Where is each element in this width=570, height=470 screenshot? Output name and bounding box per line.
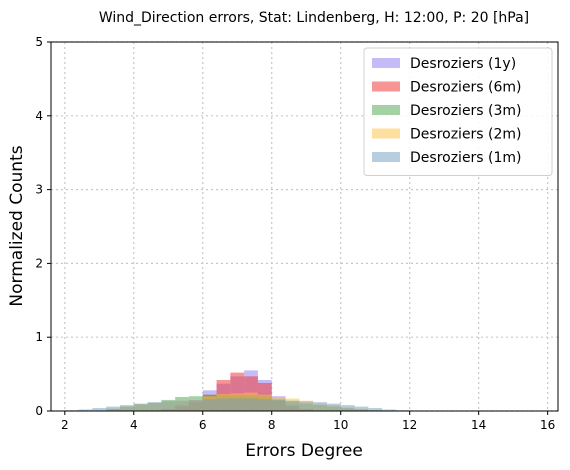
plot-frame (50, 41, 559, 412)
x-tick-label-7: 16 (540, 418, 555, 432)
y-axis-label: Normalized Counts (7, 145, 27, 306)
x-tick-label-6: 14 (471, 418, 486, 432)
bar-s4-b12 (230, 398, 245, 411)
bar-s4-b6 (147, 402, 162, 411)
legend-swatch-4 (372, 152, 400, 162)
x-tick-label-2: 6 (199, 418, 207, 432)
bar-s4-b7 (161, 401, 176, 411)
histogram-bars (64, 370, 410, 411)
bar-s4-b21 (354, 406, 369, 411)
x-axis-ticks: 2 4 6 8 10 12 14 16 (61, 411, 555, 432)
bar-s4-b9 (188, 399, 203, 411)
legend-label-2: Desroziers (3m) (410, 103, 522, 119)
legend: Desroziers (1y) Desroziers (6m) Desroziers… (363, 47, 553, 176)
x-axis-label: Errors Degree (245, 441, 363, 461)
bar-s4-b2 (92, 408, 107, 411)
bar-s4-b4 (119, 405, 134, 411)
bar-s4-b14 (257, 399, 272, 411)
legend-swatch-0 (372, 58, 400, 68)
legend-label-4: Desroziers (1m) (410, 150, 522, 166)
legend-label-0: Desroziers (1y) (410, 56, 516, 72)
bar-s4-b11 (216, 398, 231, 411)
y-axis-ticks: 0 1 2 3 4 5 (35, 35, 51, 418)
y-tick-label-2: 2 (35, 256, 43, 270)
bar-s4-b20 (340, 405, 355, 411)
legend-swatch-1 (372, 81, 400, 92)
legend-swatch-3 (372, 128, 400, 139)
x-tick-label-1: 4 (130, 418, 138, 432)
chart-title: Wind_Direction errors, Stat: Lindenberg,… (99, 10, 529, 26)
legend-box (363, 47, 553, 176)
x-tick-label-5: 12 (402, 418, 417, 432)
y-tick-label-3: 3 (35, 183, 43, 197)
x-tick-label-0: 2 (61, 418, 69, 432)
bar-s4-b22 (368, 408, 383, 411)
y-tick-label-4: 4 (35, 109, 43, 123)
legend-label-3: Desroziers (2m) (410, 127, 522, 143)
series-4 (64, 398, 410, 411)
bar-s4-b19 (326, 403, 341, 411)
bar-s4-b16 (285, 400, 300, 411)
bar-s4-b10 (202, 399, 217, 411)
bar-s4-b23 (382, 409, 396, 411)
bar-s4-b17 (299, 401, 314, 411)
y-tick-label-5: 5 (35, 35, 43, 49)
legend-label-1: Desroziers (6m) (410, 80, 522, 96)
bar-s4-b3 (106, 406, 120, 411)
bar-s4-b15 (271, 399, 286, 411)
y-tick-label-0: 0 (35, 404, 43, 418)
bar-s4-b13 (244, 398, 258, 411)
legend-swatch-2 (372, 105, 400, 115)
bar-s4-b8 (175, 400, 189, 411)
bar-s4-b18 (313, 402, 327, 411)
bar-s4-b1 (78, 409, 93, 411)
x-tick-label-3: 8 (268, 418, 276, 432)
x-tick-label-4: 10 (333, 418, 348, 432)
bar-s4-b5 (133, 403, 148, 411)
y-tick-label-1: 1 (35, 330, 43, 344)
